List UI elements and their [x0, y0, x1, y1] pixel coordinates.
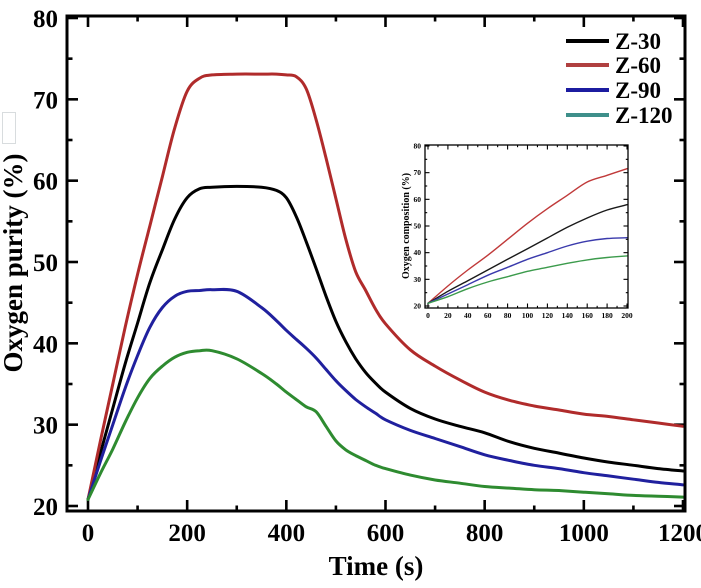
main-plot-series-line-Z-90 — [86, 287, 685, 501]
inset-plot-x-tick-label: 100 — [522, 311, 534, 320]
main-plot-y-axis-title: Oxygen purity (%) — [0, 154, 28, 373]
inset-plot-y-tick-label: 70 — [414, 168, 422, 177]
left-edge-artifact — [2, 112, 16, 144]
inset-plot-x-tick-label: 200 — [621, 311, 633, 320]
legend-label-Z-90: Z-90 — [615, 78, 661, 103]
inset-plot: 0 20 40 60 80 100 120 140 160 180 200 20 30 40 50 60 70 8… — [401, 141, 633, 320]
main-plot-x-tick-label: 200 — [168, 520, 206, 547]
inset-plot-y-tick-label: 50 — [414, 221, 422, 230]
main-plot-x-tick-label: 400 — [268, 520, 306, 547]
main-plot-tick-labels: 02004006008001000120020304050607080 — [33, 6, 701, 547]
main-plot-y-tick-label: 30 — [33, 413, 58, 440]
inset-plot-ticks — [425, 145, 628, 308]
inset-plot-x-tick-label: 80 — [504, 311, 512, 320]
inset-plot-x-tick-label: 40 — [464, 311, 472, 320]
main-plot-x-tick-label: 800 — [466, 520, 504, 547]
inset-plot-y-tick-label: 40 — [414, 248, 422, 257]
inset-plot-x-tick-label: 60 — [484, 311, 492, 320]
main-plot-y-tick-label: 80 — [33, 6, 58, 33]
inset-plot-y-tick-label: 30 — [414, 275, 422, 284]
inset-plot-x-tick-label: 140 — [562, 311, 574, 320]
inset-plot-x-tick-label: 0 — [426, 311, 430, 320]
inset-plot-tick-labels: 0 20 40 60 80 100 120 140 160 180 200 20 30 40 50 60 70 8… — [414, 141, 633, 320]
inset-plot-y-tick-label: 80 — [414, 141, 422, 150]
inset-plot-x-tick-label: 180 — [601, 311, 613, 320]
main-plot-series-line-Z-60 — [86, 72, 685, 501]
main-plot-y-tick-label: 60 — [33, 169, 58, 196]
inset-plot-x-tick-label: 120 — [542, 311, 554, 320]
inset-plot-y-tick-label: 60 — [414, 195, 422, 204]
main-plot-frame — [65, 14, 687, 513]
inset-plot-series-line-Z-30 — [427, 204, 628, 304]
inset-plot-x-tick-label: 160 — [582, 311, 594, 320]
inset-plot-y-axis-title: Oxygen composition (%) — [401, 173, 412, 279]
main-plot-y-tick-label: 40 — [33, 331, 58, 358]
inset-plot-y-tick-label: 20 — [414, 302, 422, 311]
main-plot-y-tick-label: 20 — [33, 494, 58, 521]
main-plot-series-line-Z-120 — [86, 348, 685, 501]
main-plot-x-tick-label: 1000 — [559, 520, 609, 547]
legend-label-Z-120: Z-120 — [615, 103, 673, 128]
main-plot-x-tick-label: 600 — [367, 520, 405, 547]
main-plot-y-tick-label: 70 — [33, 87, 58, 114]
legend-label-Z-30: Z-30 — [615, 29, 661, 54]
main-plot-y-tick-label: 50 — [33, 250, 58, 277]
legend-label-Z-60: Z-60 — [615, 53, 661, 78]
legend: Z-30Z-60Z-90Z-120 — [566, 29, 673, 128]
inset-plot-series-line-Z-60 — [427, 168, 628, 304]
main-plot-series-line-Z-30 — [86, 184, 685, 501]
inset-plot-series-line-Z-90 — [427, 237, 628, 304]
inset-plot-frame — [424, 144, 629, 309]
inset-plot-background — [425, 145, 628, 308]
main-plot-x-axis-title: Time (s) — [329, 551, 424, 581]
main-plot-ticks — [67, 16, 685, 511]
main-plot-x-tick-label: 0 — [82, 520, 95, 547]
inset-plot-series-line-Z-120 — [427, 255, 628, 304]
inset-plot-x-tick-label: 20 — [444, 311, 452, 320]
